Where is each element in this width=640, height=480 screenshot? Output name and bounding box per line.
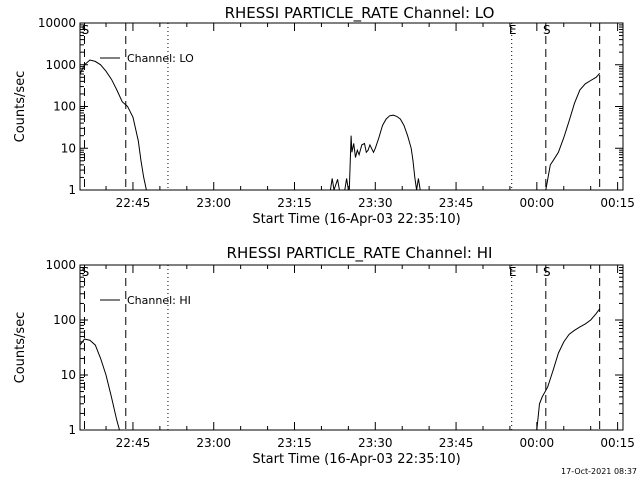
plot-frame (79, 22, 624, 191)
x-axis-label: Start Time (16-Apr-03 22:35:10) (252, 212, 460, 227)
marker-label: E (509, 23, 517, 37)
y-tick-label: 1 (68, 423, 76, 437)
x-tick-label: 00:00 (520, 196, 555, 210)
y-tick-label: 10 (61, 368, 76, 382)
y-tick-label: 10000 (38, 16, 76, 30)
x-tick-label: 22:45 (116, 196, 151, 210)
y-axis-label: Counts/sec (13, 71, 28, 143)
y-tick-label: 1 (68, 183, 76, 197)
marker-label: S (543, 265, 551, 279)
chart-panel-hi: RHESSI PARTICLE_RATE Channel: HI 1 10 100 10… (13, 244, 635, 467)
y-tick-label: 100 (53, 313, 76, 327)
x-tick-label: 23:30 (358, 436, 393, 450)
series-line-lo (329, 178, 349, 191)
x-tick-label: 23:45 (439, 436, 474, 450)
chart-title: RHESSI PARTICLE_RATE Channel: LO (225, 4, 495, 23)
y-tick-label: 100 (53, 100, 76, 114)
x-tick-label: 23:15 (277, 196, 312, 210)
series-line-hi (79, 338, 120, 431)
y-tick-label: 10 (61, 141, 76, 155)
x-tick-label: 23:15 (277, 436, 312, 450)
legend-label: Channel: LO (127, 52, 194, 65)
x-tick-label: 23:45 (439, 196, 474, 210)
plot-frame (79, 264, 624, 431)
legend-label: Channel: HI (127, 294, 191, 307)
x-tick-label: 00:15 (600, 436, 635, 450)
x-tick-label: 23:00 (196, 196, 231, 210)
x-axis-label: Start Time (16-Apr-03 22:35:10) (252, 452, 460, 467)
y-axis-label: Counts/sec (13, 312, 28, 384)
marker-label: S (82, 23, 90, 37)
x-tick-label: 00:00 (520, 436, 555, 450)
x-tick-label: 23:00 (196, 436, 231, 450)
y-tick-label: 1000 (45, 258, 76, 272)
x-tick-label: 22:45 (116, 436, 151, 450)
marker-label: E (509, 265, 517, 279)
chart-title: RHESSI PARTICLE_RATE Channel: HI (227, 244, 493, 263)
x-tick-label: 00:15 (600, 196, 635, 210)
series-line-hi (536, 308, 601, 431)
y-tick-label: 1000 (45, 58, 76, 72)
footer-timestamp: 17-Oct-2021 08:37 (561, 467, 637, 476)
x-tick-label: 23:30 (358, 196, 393, 210)
chart-panel-lo: RHESSI PARTICLE_RATE Channel: LO 1 10 100 10… (13, 4, 635, 227)
series-line-lo (79, 59, 147, 191)
marker-label: S (82, 265, 90, 279)
series-line-lo (348, 114, 421, 191)
marker-label: S (543, 23, 551, 37)
series-line-lo (545, 73, 601, 191)
